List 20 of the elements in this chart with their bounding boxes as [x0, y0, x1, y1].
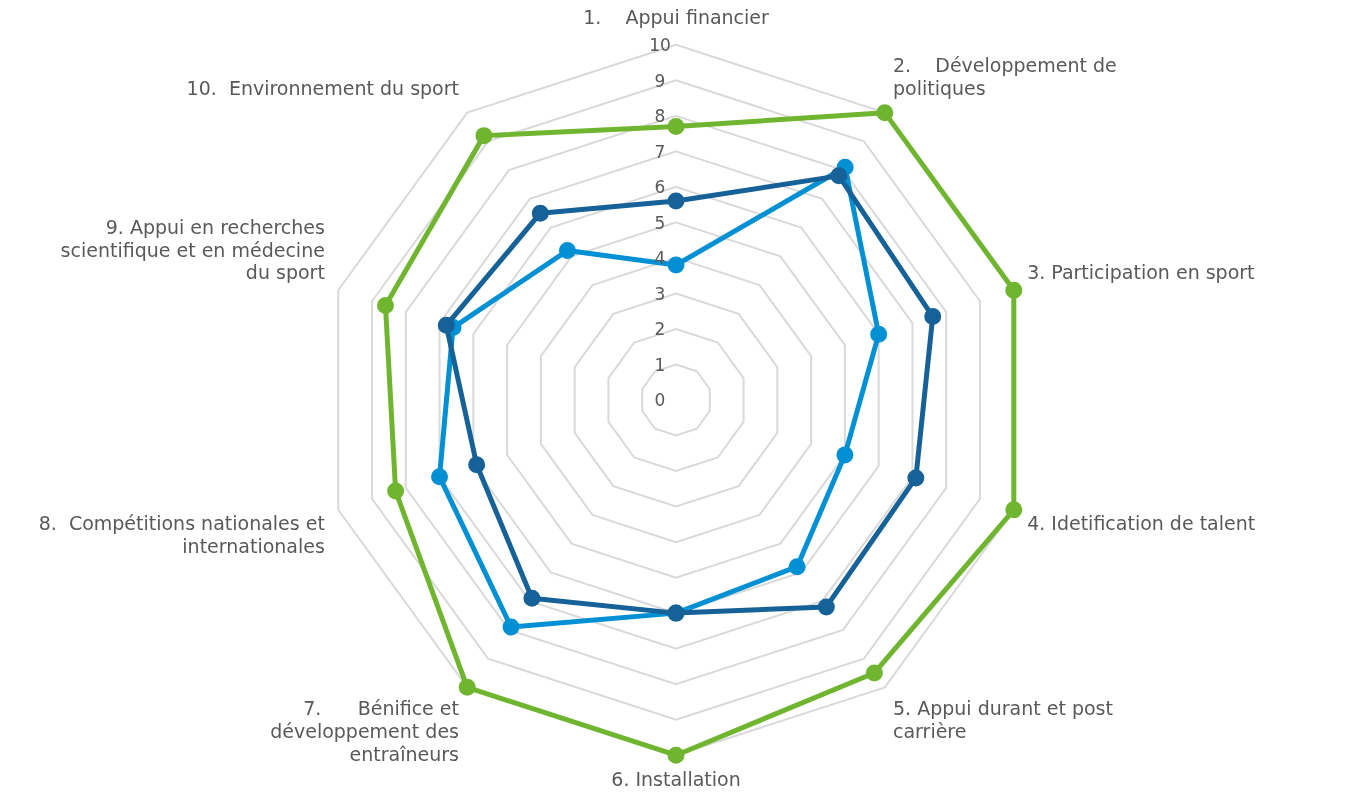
y-tick-label: 3 — [654, 283, 666, 304]
spoke-label: 1. Appui financier — [583, 6, 770, 29]
y-tick-label: 5 — [654, 212, 666, 233]
spoke-label: 6. Installation — [611, 767, 741, 790]
y-tick-label: 2 — [654, 319, 666, 340]
spoke-label: 4. Idetification de talent — [1027, 512, 1256, 535]
spoke-label: 7. Bénifice et développement des entraîneurs — [270, 697, 459, 765]
spoke-label: 9. Appui en recherches scientifique et en médecine du sport — [60, 215, 325, 284]
y-tick-label: 6 — [654, 177, 666, 198]
y-tick-label: 9 — [654, 70, 666, 91]
y-tick-label: 7 — [654, 141, 666, 162]
y-tick-label: 10 — [649, 35, 671, 56]
y-tick-label: 1 — [654, 354, 666, 375]
y-tick-label: 8 — [654, 106, 666, 127]
spoke-label: 10. Environnement du sport — [186, 76, 459, 99]
y-tick-label: 0 — [654, 390, 666, 411]
spoke-label: 8. Compétitions nationales et internationales — [38, 512, 325, 558]
spoke-label: 5. Appui durant et post carrière — [893, 697, 1113, 742]
spoke-label: 2. Développement de politiques — [893, 54, 1117, 99]
spoke-label: 3. Participation en sport — [1027, 261, 1255, 284]
